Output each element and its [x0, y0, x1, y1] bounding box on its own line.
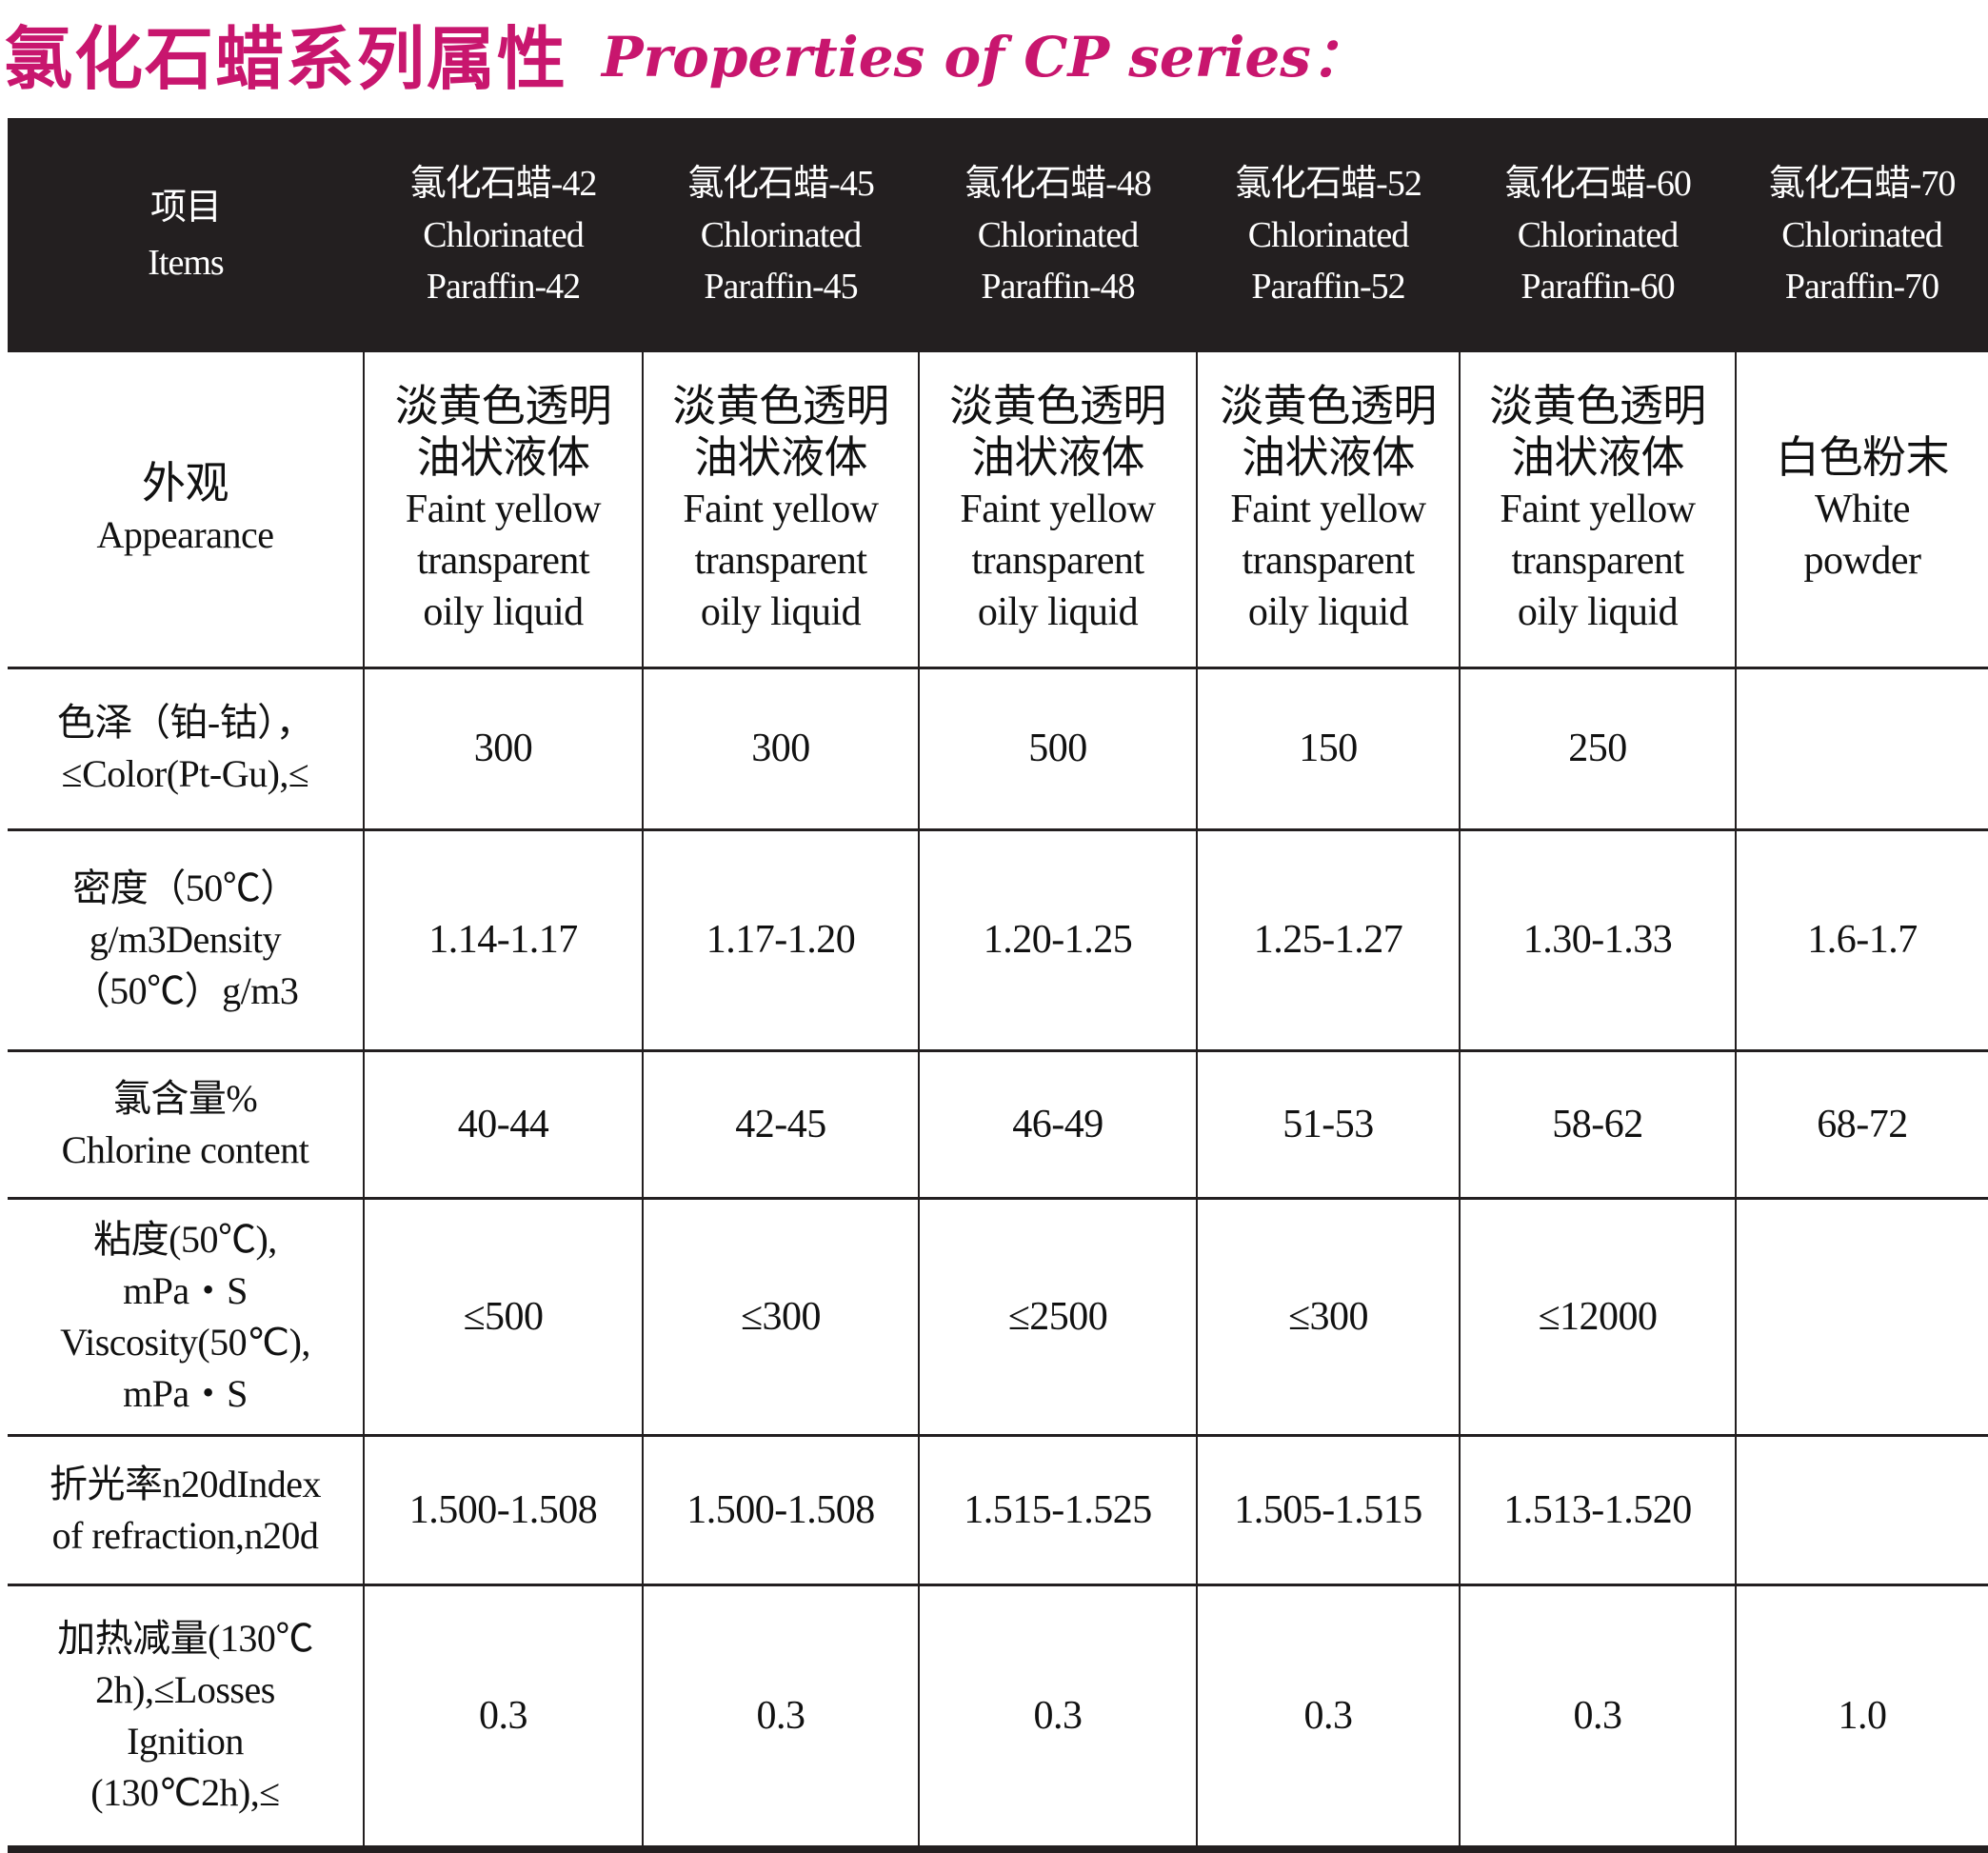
chlorine-cp45: 42-45: [642, 1050, 919, 1200]
chlorine-cp48: 46-49: [918, 1050, 1197, 1200]
losses-cp60: 0.3: [1459, 1584, 1736, 1853]
density-cp52: 1.25-1.27: [1196, 829, 1460, 1052]
header-cp48: 氯化石蜡-48 Chlorinated Paraffin-48: [919, 118, 1197, 352]
color-cp52: 150: [1196, 667, 1460, 831]
label-refraction: 折光率n20dIndex of refraction,n20d: [8, 1435, 364, 1586]
label-density: 密度（50℃） g/m3Density （50℃）g/m3: [8, 829, 364, 1052]
label-appearance: 外观 Appearance: [8, 352, 364, 669]
appearance-cp70: 白色粉末 White powder: [1735, 352, 1988, 669]
refraction-cp70: [1735, 1435, 1988, 1586]
appearance-cp42: 淡黄色透明 油状液体 Faint yellow transparent oily…: [363, 352, 643, 669]
chlorine-cp60: 58-62: [1459, 1050, 1736, 1200]
label-color: 色泽（铂-钴）， ≤Color(Pt-Gu),≤: [8, 667, 364, 831]
header-cp60: 氯化石蜡-60 Chlorinated Paraffin-60: [1460, 118, 1736, 352]
refraction-cp48: 1.515-1.525: [918, 1435, 1197, 1586]
density-cp48: 1.20-1.25: [918, 829, 1197, 1052]
density-cp70: 1.6-1.7: [1735, 829, 1988, 1052]
viscosity-cp45: ≤300: [642, 1198, 919, 1437]
page-title: 氯化石蜡系列属性 Properties of CP series：: [4, 0, 1366, 105]
row-color: 色泽（铂-钴）， ≤Color(Pt-Gu),≤ 300 300 500 150…: [8, 667, 1988, 831]
viscosity-cp60: ≤12000: [1459, 1198, 1736, 1437]
losses-cp45: 0.3: [642, 1584, 919, 1853]
label-chlorine: 氯含量% Chlorine content: [8, 1050, 364, 1200]
color-cp48: 500: [918, 667, 1197, 831]
density-cp42: 1.14-1.17: [363, 829, 643, 1052]
row-chlorine: 氯含量% Chlorine content 40-44 42-45 46-49 …: [8, 1050, 1988, 1200]
losses-cp48: 0.3: [918, 1584, 1197, 1853]
header-items: 项目 Items: [8, 118, 364, 352]
density-cp45: 1.17-1.20: [642, 829, 919, 1052]
appearance-cp52: 淡黄色透明 油状液体 Faint yellow transparent oily…: [1196, 352, 1460, 669]
color-cp70: [1735, 667, 1988, 831]
label-viscosity: 粘度(50℃), mPa・S Viscosity(50℃), mPa・S: [8, 1198, 364, 1437]
refraction-cp45: 1.500-1.508: [642, 1435, 919, 1586]
losses-cp42: 0.3: [363, 1584, 643, 1853]
refraction-cp60: 1.513-1.520: [1459, 1435, 1736, 1586]
color-cp45: 300: [642, 667, 919, 831]
losses-cp52: 0.3: [1196, 1584, 1460, 1853]
color-cp42: 300: [363, 667, 643, 831]
viscosity-cp48: ≤2500: [918, 1198, 1197, 1437]
appearance-cp45: 淡黄色透明 油状液体 Faint yellow transparent oily…: [642, 352, 919, 669]
row-density: 密度（50℃） g/m3Density （50℃）g/m3 1.14-1.17 …: [8, 829, 1988, 1052]
header-cp42: 氯化石蜡-42 Chlorinated Paraffin-42: [364, 118, 643, 352]
density-cp60: 1.30-1.33: [1459, 829, 1736, 1052]
header-cp45: 氯化石蜡-45 Chlorinated Paraffin-45: [643, 118, 919, 352]
chlorine-cp42: 40-44: [363, 1050, 643, 1200]
header-cp70: 氯化石蜡-70 Chlorinated Paraffin-70: [1736, 118, 1988, 352]
title-chinese: 氯化石蜡系列属性: [4, 17, 568, 99]
row-appearance: 外观 Appearance 淡黄色透明 油状液体 Faint yellow tr…: [8, 352, 1988, 669]
viscosity-cp70: [1735, 1198, 1988, 1437]
row-losses: 加热减量(130℃ 2h),≤Losses Ignition (130℃2h),…: [8, 1584, 1988, 1853]
row-viscosity: 粘度(50℃), mPa・S Viscosity(50℃), mPa・S ≤50…: [8, 1198, 1988, 1437]
row-refraction: 折光率n20dIndex of refraction,n20d 1.500-1.…: [8, 1435, 1988, 1586]
viscosity-cp42: ≤500: [363, 1198, 643, 1437]
viscosity-cp52: ≤300: [1196, 1198, 1460, 1437]
color-cp60: 250: [1459, 667, 1736, 831]
chlorine-cp52: 51-53: [1196, 1050, 1460, 1200]
appearance-cp48: 淡黄色透明 油状液体 Faint yellow transparent oily…: [918, 352, 1197, 669]
properties-table: 项目 Items 氯化石蜡-42 Chlorinated Paraffin-42…: [8, 118, 1988, 1853]
title-english: Properties of CP series：: [602, 25, 1366, 90]
header-cp52: 氯化石蜡-52 Chlorinated Paraffin-52: [1197, 118, 1460, 352]
refraction-cp42: 1.500-1.508: [363, 1435, 643, 1586]
losses-cp70: 1.0: [1735, 1584, 1988, 1853]
refraction-cp52: 1.505-1.515: [1196, 1435, 1460, 1586]
appearance-cp60: 淡黄色透明 油状液体 Faint yellow transparent oily…: [1459, 352, 1736, 669]
chlorine-cp70: 68-72: [1735, 1050, 1988, 1200]
label-losses: 加热减量(130℃ 2h),≤Losses Ignition (130℃2h),…: [8, 1584, 364, 1853]
header-row: 项目 Items 氯化石蜡-42 Chlorinated Paraffin-42…: [8, 118, 1988, 352]
